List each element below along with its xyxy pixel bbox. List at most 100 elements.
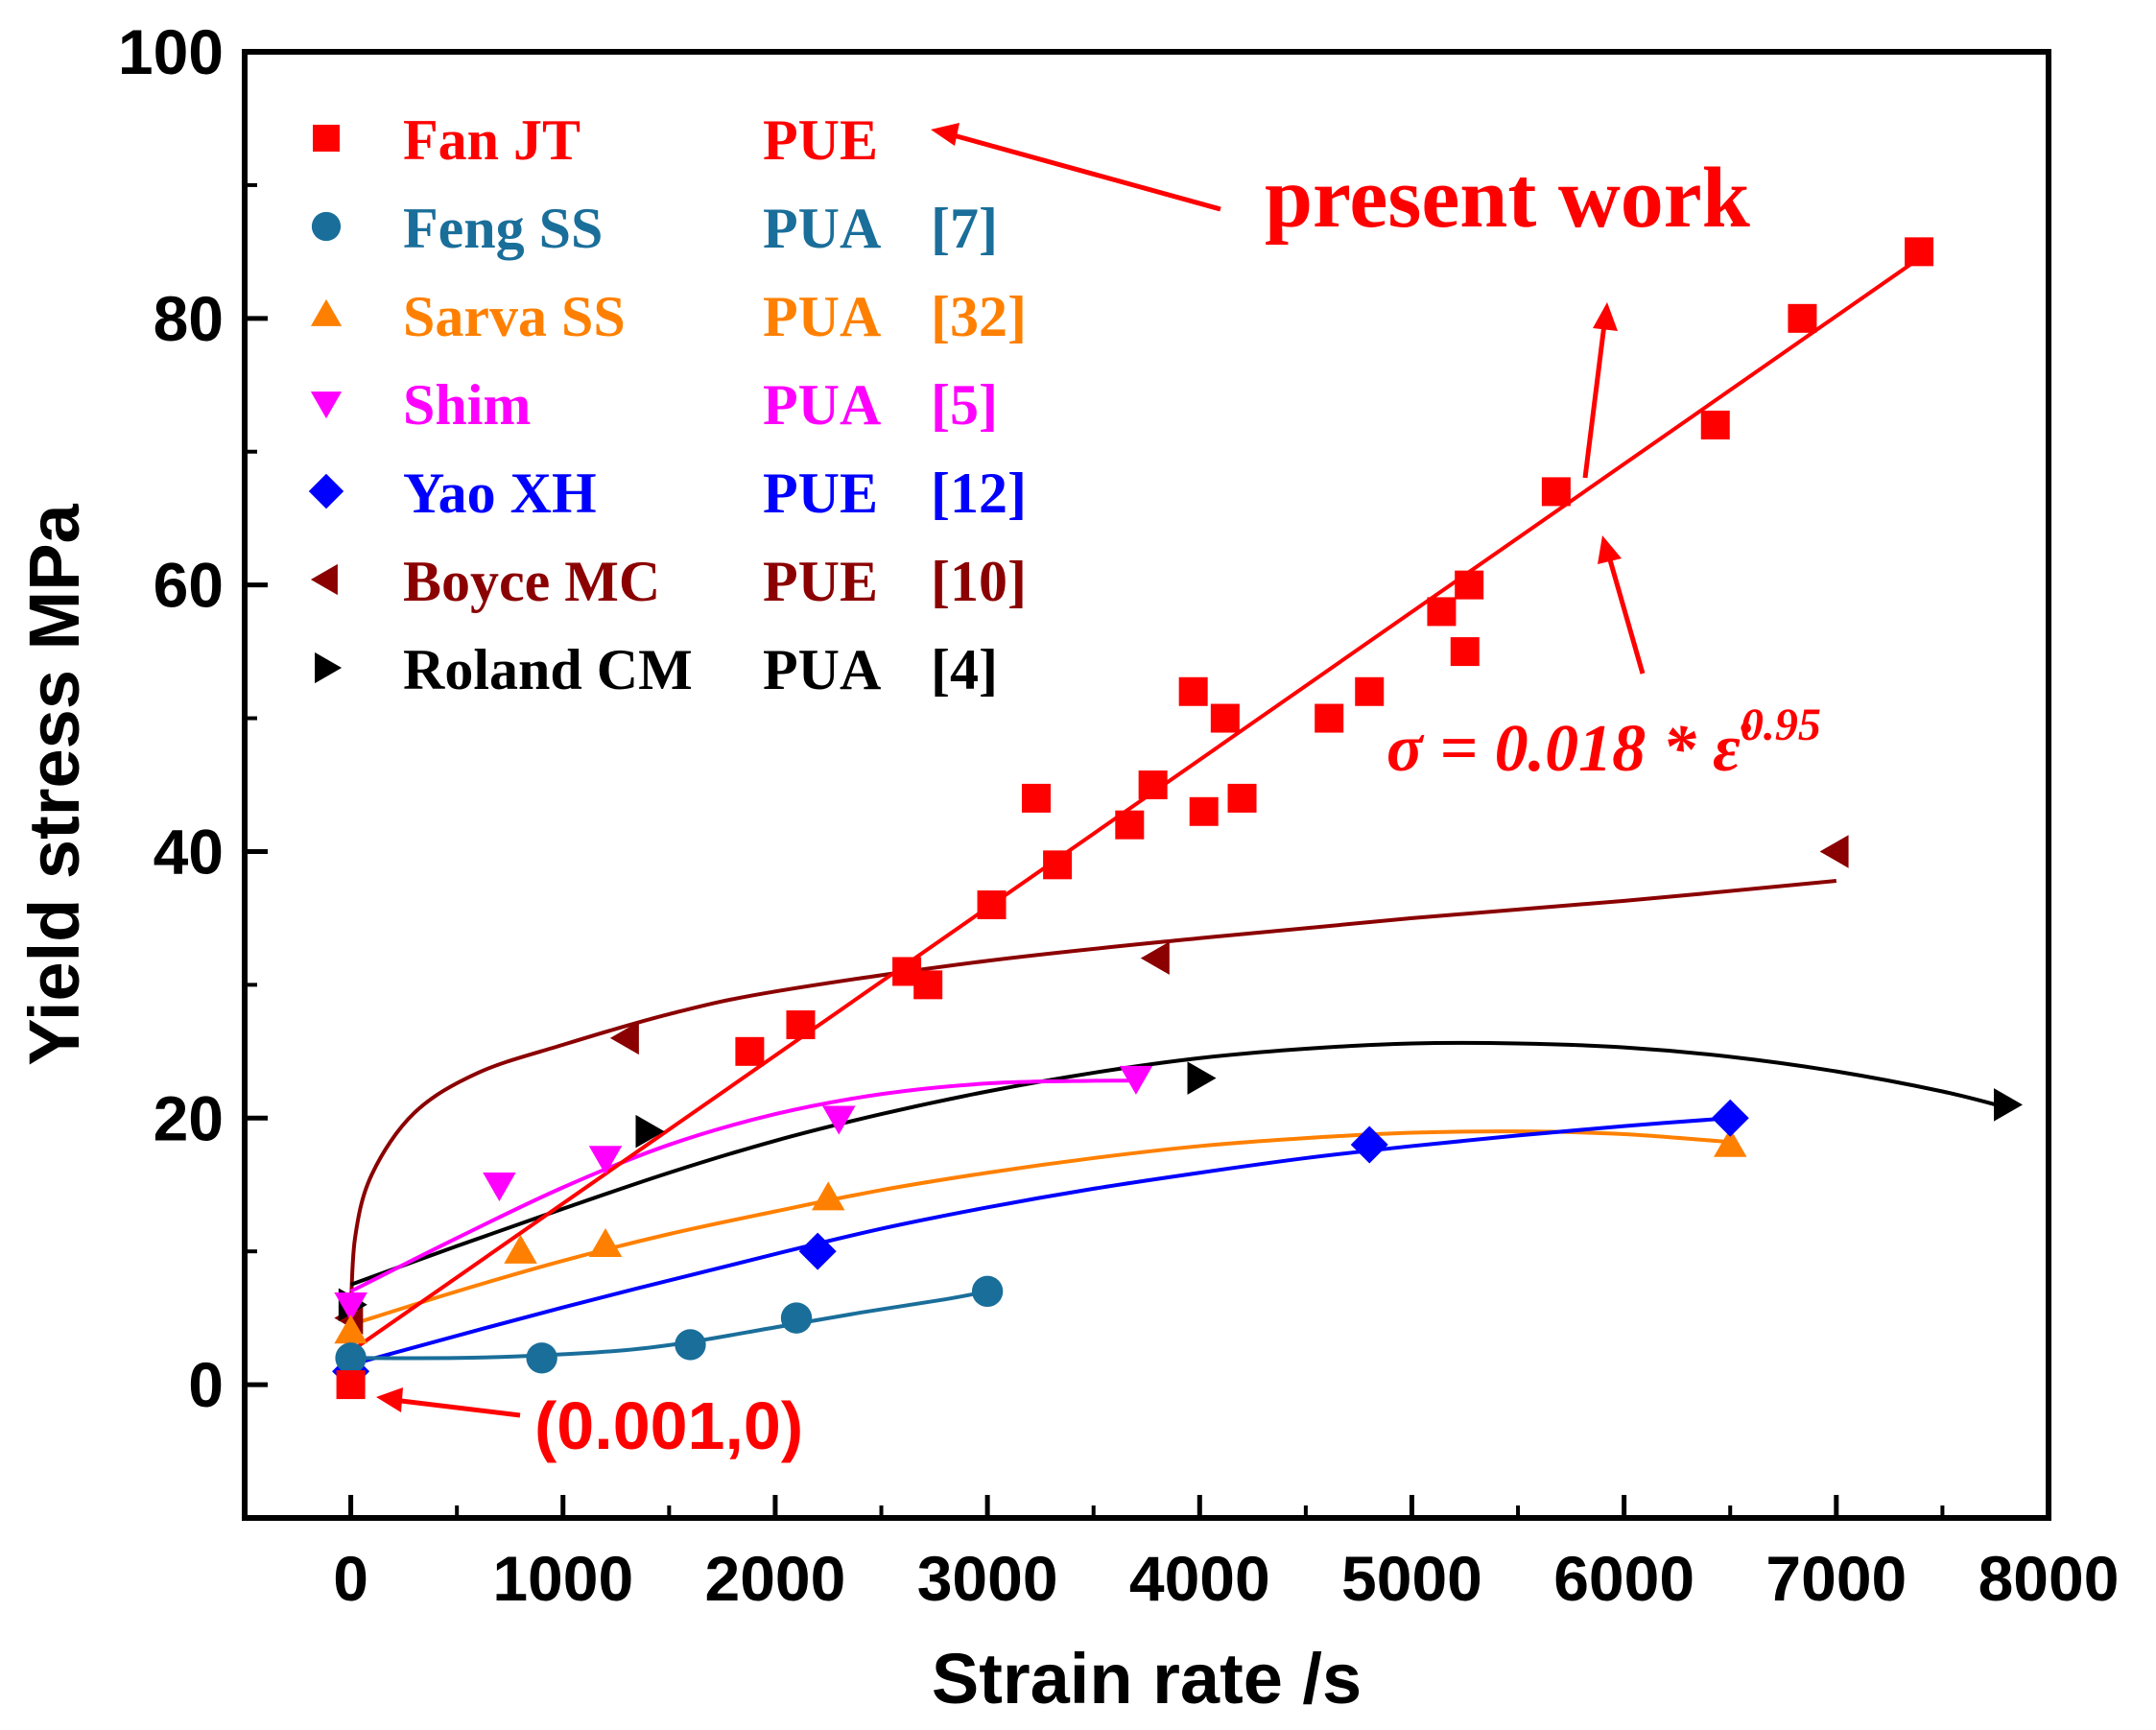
- data-point-square: [1227, 783, 1257, 813]
- data-point-square: [1700, 410, 1730, 439]
- x-tick-label: 8000: [1978, 1543, 2120, 1614]
- x-tick-label: 2000: [705, 1543, 846, 1614]
- y-tick-label: 100: [118, 16, 224, 87]
- data-point-triangle-right: [1994, 1088, 2024, 1122]
- data-point-triangle-down: [1119, 1065, 1153, 1095]
- data-point-square: [1315, 703, 1344, 733]
- legend-marker: [313, 125, 340, 152]
- legend-material: PUA: [763, 285, 881, 348]
- data-point-square: [1455, 570, 1484, 600]
- y-tick-label: 80: [154, 283, 224, 354]
- data-point-diamond: [1350, 1126, 1388, 1164]
- data-point-circle: [335, 1342, 367, 1374]
- data-point-circle: [526, 1342, 557, 1374]
- fit-curve-diamond: [350, 1116, 1731, 1367]
- data-point-triangle-up: [588, 1227, 623, 1257]
- legend-ref: [12]: [931, 462, 1027, 525]
- legend-material: PUE: [763, 462, 878, 525]
- data-point-square: [735, 1036, 765, 1066]
- x-axis-title: Strain rate /s: [932, 1639, 1362, 1718]
- data-point-square: [1210, 703, 1240, 733]
- legend-marker: [315, 652, 343, 684]
- data-point-triangle-left: [1819, 835, 1849, 868]
- legend-name: Fan JT: [403, 108, 580, 172]
- data-point-square: [1788, 303, 1817, 333]
- data-point-triangle-right: [635, 1114, 665, 1149]
- x-tick-label: 4000: [1129, 1543, 1270, 1614]
- data-point-triangle-left: [1140, 941, 1170, 975]
- origin-arrow: [376, 1387, 521, 1418]
- legend-material: PUA: [763, 638, 881, 701]
- data-point-square: [1138, 770, 1168, 799]
- x-tick-label: 5000: [1341, 1543, 1482, 1614]
- legend-name: Shim: [403, 373, 531, 437]
- legend-name: Yao XH: [403, 462, 597, 525]
- data-point-triangle-down: [822, 1105, 856, 1135]
- fit-curve-circle: [350, 1289, 988, 1361]
- data-point-square: [977, 890, 1007, 920]
- legend-ref: [10]: [931, 550, 1027, 613]
- equation-arrow: [1598, 535, 1646, 675]
- fit-line-arrow-up: [1582, 302, 1618, 479]
- legend-material: PUA: [763, 197, 881, 260]
- fit-equation: σ = 0.018 * ε̇0.95: [1386, 699, 1821, 786]
- data-point-triangle-down: [334, 1292, 367, 1321]
- y-axis-title: Yield stress MPa: [14, 503, 94, 1065]
- data-point-square: [1355, 676, 1385, 706]
- axis-ticks: 0 1000 2000 3000 4000 5000 6000 7000 8000 0 20 40 60…: [118, 16, 2120, 1614]
- data-point-square: [913, 970, 943, 1000]
- fit-curves: [348, 256, 2007, 1367]
- present-work-arrow: [931, 123, 1221, 212]
- data-point-square: [1189, 796, 1219, 826]
- data-point-circle: [971, 1275, 1004, 1308]
- data-point-triangle-up: [504, 1234, 537, 1264]
- data-point-triangle-down: [588, 1146, 623, 1175]
- legend: Fan JT PUE Feng SS PUA [7] Sarva SS PUA [32] Shi…: [308, 108, 1027, 701]
- origin-label: (0.001,0): [534, 1388, 803, 1463]
- x-tick-label: 0: [333, 1543, 368, 1614]
- data-point-square: [1427, 597, 1457, 627]
- fit-curve-triangle-down: [349, 1078, 1136, 1293]
- legend-material: PUE: [763, 108, 878, 172]
- legend-name: Sarva SS: [403, 285, 626, 348]
- legend-marker: [311, 211, 342, 242]
- annotations: present work σ = 0.018 * ε̇0.95 (0.001,0…: [376, 123, 1821, 1463]
- fit-curve-square: [349, 256, 1921, 1354]
- data-point-triangle-up: [1713, 1127, 1747, 1157]
- legend-ref: [32]: [931, 285, 1027, 348]
- data-point-square: [1021, 783, 1051, 813]
- legend-ref: [4]: [931, 638, 998, 701]
- data-point-square: [336, 1370, 366, 1400]
- legend-material: PUE: [763, 550, 878, 613]
- legend-marker: [310, 391, 343, 419]
- data-point-square: [1450, 637, 1480, 667]
- data-point-square: [1043, 850, 1073, 880]
- legend-marker: [310, 563, 338, 596]
- y-tick-label: 40: [154, 816, 224, 887]
- y-tick-label: 20: [154, 1082, 224, 1153]
- data-point-diamond: [798, 1232, 837, 1270]
- data-points: [332, 237, 2024, 1400]
- x-tick-label: 6000: [1553, 1543, 1694, 1614]
- data-point-triangle-up: [811, 1181, 845, 1211]
- data-point-triangle-down: [483, 1172, 516, 1201]
- data-point-square: [786, 1010, 816, 1040]
- legend-marker: [310, 298, 343, 326]
- data-point-square: [1115, 810, 1145, 840]
- data-point-square: [1178, 676, 1208, 706]
- y-tick-label: 60: [154, 550, 224, 621]
- data-point-circle: [675, 1329, 706, 1361]
- legend-name: Boyce MC: [403, 550, 660, 613]
- legend-ref: [5]: [931, 373, 998, 437]
- fit-curve-triangle-right: [349, 1040, 2007, 1287]
- data-point-triangle-up: [334, 1315, 367, 1344]
- data-point-square: [1541, 477, 1571, 507]
- data-point-diamond: [1711, 1099, 1749, 1137]
- plot-frame: [242, 49, 2051, 1521]
- legend-ref: [7]: [931, 197, 998, 260]
- fit-curve-triangle-left: [348, 879, 1837, 1318]
- x-tick-label: 1000: [492, 1543, 633, 1614]
- legend-name: Feng SS: [403, 197, 603, 260]
- data-point-square: [1905, 237, 1934, 267]
